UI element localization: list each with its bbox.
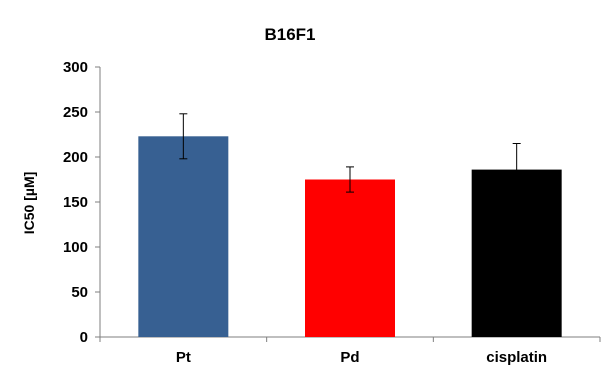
y-axis-label: IC50 [µM] bbox=[21, 172, 37, 235]
y-tick-label: 50 bbox=[71, 284, 88, 301]
y-tick-label: 300 bbox=[63, 59, 88, 76]
chart-title: B16F1 bbox=[264, 25, 315, 44]
category-label-Pd: Pd bbox=[340, 349, 359, 366]
bar-Pd bbox=[305, 179, 395, 337]
y-tick-label: 250 bbox=[63, 104, 88, 121]
y-ticks: 0 50 100 150 200 250 300 bbox=[63, 59, 100, 346]
y-tick-label: 0 bbox=[80, 329, 88, 346]
y-tick-label: 150 bbox=[63, 194, 88, 211]
category-label-Pt: Pt bbox=[176, 349, 191, 366]
y-tick-label: 200 bbox=[63, 149, 88, 166]
x-categories: Pt Pd cisplatin bbox=[99, 337, 601, 366]
bar-cisplatin bbox=[471, 169, 562, 337]
bars bbox=[138, 113, 562, 337]
bar-Pt bbox=[138, 136, 229, 337]
category-label-cisplatin: cisplatin bbox=[486, 349, 547, 366]
y-tick-label: 100 bbox=[63, 239, 88, 256]
